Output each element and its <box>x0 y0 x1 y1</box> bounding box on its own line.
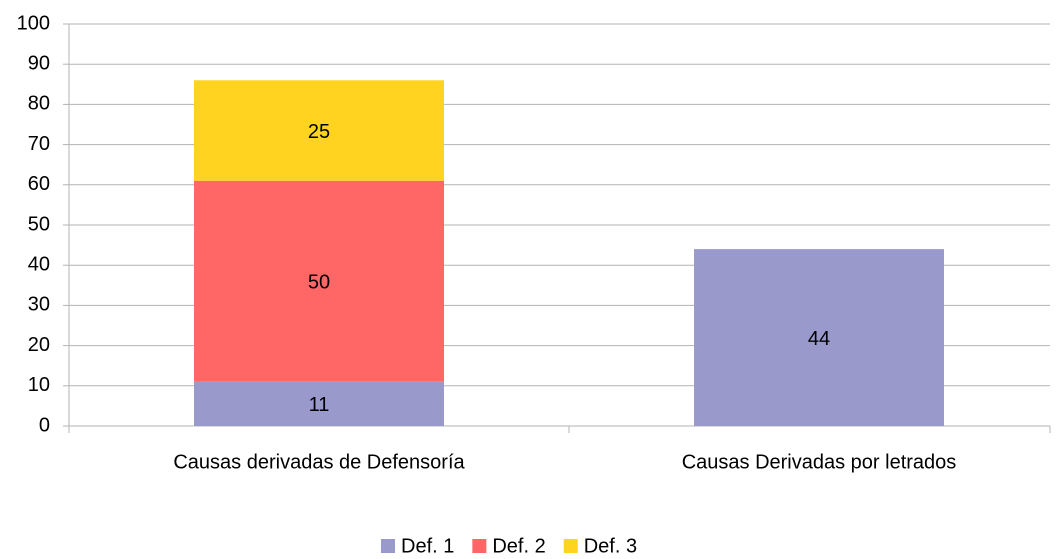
y-tick-label: 40 <box>28 253 50 275</box>
data-label: 25 <box>308 121 330 143</box>
data-label: 44 <box>808 328 830 350</box>
y-tick-label: 20 <box>28 334 50 356</box>
y-tick-label: 70 <box>28 133 50 155</box>
bar-segment <box>194 180 444 382</box>
x-tick-label: Causas Derivadas por letrados <box>682 451 957 473</box>
y-tick-label: 10 <box>28 374 50 396</box>
y-tick-label: 80 <box>28 93 50 115</box>
bar-segment <box>194 381 444 426</box>
legend-label: Def. 1 <box>401 535 454 557</box>
legend-label: Def. 3 <box>584 535 637 557</box>
legend-swatch <box>381 539 395 553</box>
legend-label: Def. 2 <box>492 535 545 557</box>
bar-segment <box>694 249 944 426</box>
y-tick-label: 50 <box>28 213 50 235</box>
y-tick-label: 60 <box>28 173 50 195</box>
legend-swatch <box>563 539 578 553</box>
data-label: 11 <box>309 394 330 416</box>
bar-segment <box>194 80 444 181</box>
y-tick-label: 100 <box>17 12 50 34</box>
y-tick-label: 0 <box>39 414 50 436</box>
y-tick-label: 30 <box>28 294 50 316</box>
x-tick-label: Causas derivadas de Defensoría <box>173 451 465 473</box>
legend-swatch <box>472 539 487 553</box>
y-tick-label: 90 <box>28 52 50 74</box>
data-label: 50 <box>308 272 330 294</box>
